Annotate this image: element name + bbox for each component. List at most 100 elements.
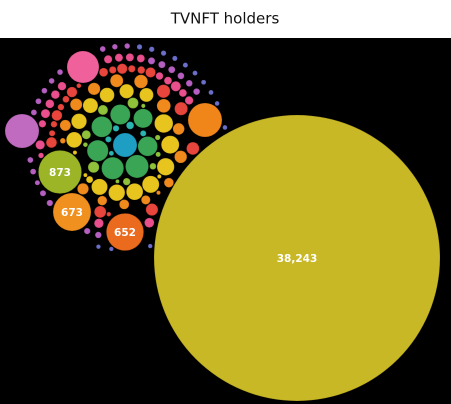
bubble: [105, 212, 145, 252]
bubble: [148, 46, 155, 53]
bubble: [143, 217, 155, 229]
bubble: [156, 173, 162, 180]
bubble: [208, 89, 214, 96]
bubble: [82, 172, 88, 178]
bubble: [155, 151, 162, 158]
bubble: [90, 178, 109, 196]
bubble: [26, 156, 34, 164]
bubble: [116, 63, 128, 75]
bubble: [37, 149, 83, 195]
bubble: [109, 104, 131, 126]
bubble: [167, 65, 176, 74]
bubble: [112, 132, 138, 158]
bubble: [29, 168, 37, 176]
bubble: [125, 182, 144, 201]
bubble: [41, 87, 48, 95]
bubble: [137, 136, 158, 157]
bubble: [155, 71, 164, 81]
bubble: [111, 43, 119, 50]
bubble: [97, 195, 108, 206]
bubble: [57, 103, 65, 111]
bubble: [91, 115, 113, 138]
bubble: [50, 89, 61, 100]
bubble: [95, 243, 102, 250]
bubble: [170, 80, 182, 92]
bubble: [145, 203, 159, 217]
bubble: [156, 84, 171, 99]
bubble: [118, 83, 135, 99]
bubble: [125, 52, 135, 62]
bubble: [99, 45, 107, 53]
bubble: [87, 161, 100, 174]
bubble: [109, 73, 124, 88]
bubble: [46, 199, 54, 207]
bubble: [192, 70, 198, 77]
bubble: [35, 139, 46, 151]
bubble: [157, 60, 166, 69]
bubble: [82, 141, 89, 148]
bubble: [70, 113, 88, 130]
bubble: [133, 74, 149, 89]
bubble-label: 38,243: [277, 253, 318, 265]
bubble: [139, 129, 147, 137]
bubble: [34, 179, 41, 186]
bubble-label: 673: [61, 207, 83, 219]
bubble: [155, 190, 162, 196]
bubble: [127, 64, 136, 73]
bubble: [48, 77, 55, 85]
bubble: [86, 139, 109, 162]
bubble: [39, 189, 47, 197]
bubble: [160, 49, 167, 57]
bubble: [222, 124, 228, 131]
bubble: [66, 86, 78, 98]
bubble: [184, 95, 194, 106]
bubble: [81, 129, 92, 140]
bubble: [163, 177, 175, 188]
bubble: [139, 87, 154, 103]
bubble: [214, 100, 220, 107]
bubble: [147, 243, 153, 249]
bubble: [59, 119, 72, 132]
bubble: [82, 97, 99, 114]
bubble: [185, 79, 194, 88]
bubble: [133, 108, 154, 129]
bubble: [156, 157, 175, 176]
bubble: [114, 53, 124, 63]
bubble: [99, 87, 115, 103]
bubble: [51, 109, 63, 122]
bubble: [124, 154, 150, 179]
bubble: [106, 211, 112, 217]
bubble: [172, 122, 185, 136]
bubble: [153, 113, 174, 134]
bubble: [76, 82, 82, 89]
bubble: [144, 66, 157, 78]
bubble: [94, 231, 102, 239]
bubble: [83, 227, 91, 235]
bubble: [108, 150, 115, 157]
bubble: [87, 82, 101, 96]
bubble: [101, 156, 125, 180]
bubble: [200, 79, 207, 86]
bubble: [136, 43, 143, 50]
bubble: [127, 97, 139, 109]
bubble: [98, 67, 109, 78]
bubble: [108, 65, 117, 75]
bubble: [93, 218, 105, 229]
bubble: [35, 97, 42, 105]
bubble: [182, 62, 189, 69]
bubble: [76, 182, 90, 196]
bubble: [173, 150, 188, 164]
bubble: [69, 98, 83, 111]
bubble: [37, 152, 45, 159]
bubble-label: 652: [114, 227, 136, 239]
bubble: [112, 124, 120, 132]
bubble: [93, 205, 107, 219]
bubble: [97, 104, 109, 116]
bubble: [171, 55, 178, 62]
bubble: [108, 246, 115, 252]
bubble: [56, 68, 64, 76]
bubble: [122, 177, 131, 186]
bubble: [140, 194, 151, 205]
